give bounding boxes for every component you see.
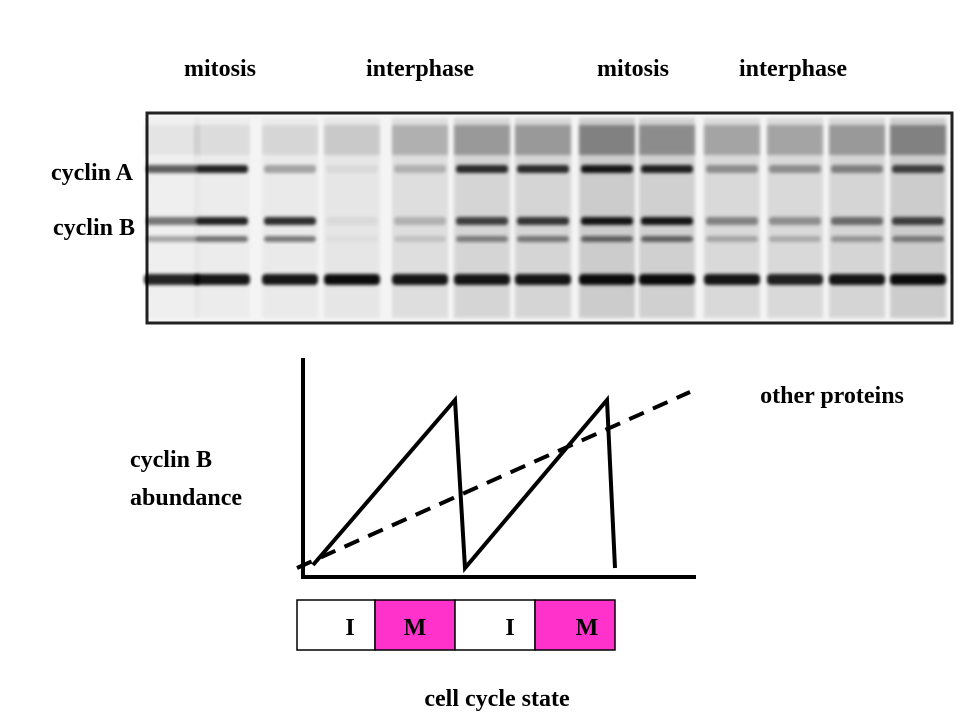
lane-top-bands — [579, 125, 635, 155]
state-label: I — [345, 615, 354, 641]
phase-label: mitosis — [597, 56, 669, 82]
lane-top-bands — [144, 125, 200, 155]
other-proteins-line — [296, 390, 691, 570]
state-label: M — [576, 615, 599, 641]
band — [326, 217, 378, 225]
band — [194, 274, 250, 285]
band — [641, 236, 693, 242]
band — [264, 165, 316, 173]
lane-top-bands — [454, 125, 510, 155]
band — [196, 217, 248, 225]
band — [394, 236, 446, 242]
band — [517, 236, 569, 242]
band — [579, 274, 635, 285]
band — [581, 217, 633, 225]
band — [769, 217, 821, 225]
state-box — [534, 599, 616, 651]
band — [264, 236, 316, 242]
band — [641, 165, 693, 173]
band — [892, 217, 944, 225]
band — [769, 236, 821, 242]
state-label: M — [404, 615, 427, 641]
band — [146, 217, 198, 225]
band — [394, 165, 446, 173]
band — [706, 217, 758, 225]
line-label: other proteins — [760, 383, 904, 409]
band — [831, 217, 883, 225]
gel-image — [144, 111, 954, 325]
band — [392, 274, 448, 285]
band — [196, 165, 248, 173]
state-box — [296, 599, 376, 651]
band — [326, 236, 378, 242]
band — [706, 165, 758, 173]
band-label: cyclin A — [51, 160, 134, 186]
band — [515, 274, 571, 285]
lane-top-bands — [392, 125, 448, 155]
band — [262, 274, 318, 285]
band — [767, 274, 823, 285]
state-label: I — [505, 615, 514, 641]
cyclin-curve — [311, 394, 617, 574]
phase-label: interphase — [366, 56, 474, 82]
band — [454, 274, 510, 285]
band — [146, 236, 198, 242]
band — [892, 236, 944, 242]
x-label: cell cycle state — [424, 686, 570, 712]
phase-label: interphase — [739, 56, 847, 82]
lane-top-bands — [639, 125, 695, 155]
y-label: cyclin B — [130, 447, 212, 473]
band — [517, 165, 569, 173]
lane-top-bands — [194, 125, 250, 155]
lane-top-bands — [890, 125, 946, 155]
band — [581, 236, 633, 242]
band — [581, 165, 633, 173]
band — [326, 165, 378, 173]
band — [831, 236, 883, 242]
lane-top-bands — [262, 125, 318, 155]
state-box — [374, 599, 456, 651]
band — [706, 236, 758, 242]
band — [394, 217, 446, 225]
state-box — [454, 599, 536, 651]
band — [146, 165, 198, 173]
phase-label: mitosis — [184, 56, 256, 82]
band — [890, 274, 946, 285]
band — [769, 165, 821, 173]
band — [892, 165, 944, 173]
band — [456, 217, 508, 225]
band — [641, 217, 693, 225]
lane-top-bands — [324, 125, 380, 155]
band — [517, 217, 569, 225]
lane-top-bands — [704, 125, 760, 155]
band — [639, 274, 695, 285]
band — [456, 236, 508, 242]
band — [704, 274, 760, 285]
y-label: abundance — [130, 485, 242, 511]
band — [456, 165, 508, 173]
band — [324, 274, 380, 285]
lane-top-bands — [515, 125, 571, 155]
band — [144, 274, 200, 285]
band — [196, 236, 248, 242]
band — [831, 165, 883, 173]
lane-top-bands — [829, 125, 885, 155]
band — [829, 274, 885, 285]
lane-top-bands — [767, 125, 823, 155]
band-label: cyclin B — [53, 215, 135, 241]
band — [264, 217, 316, 225]
